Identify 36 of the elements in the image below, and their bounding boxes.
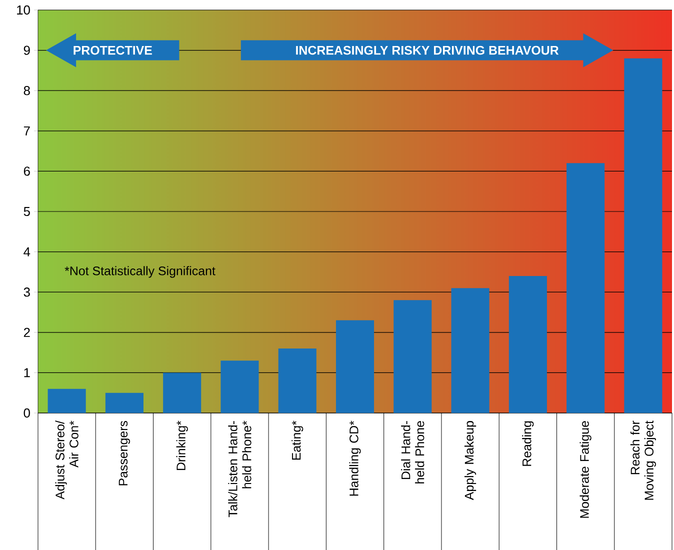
y-tick-label: 10 xyxy=(17,5,30,15)
x-tick-label: Handling CD* xyxy=(349,420,361,496)
y-tick-label: 6 xyxy=(24,166,30,176)
bar xyxy=(278,348,316,413)
bar xyxy=(566,163,605,413)
y-tick-label: 7 xyxy=(24,126,30,136)
y-tick-label: 8 xyxy=(24,86,30,96)
y-tick-label: 3 xyxy=(24,288,30,297)
bar xyxy=(163,372,202,413)
x-tick-label: Reach for Moving Object xyxy=(630,420,656,500)
annotation: *Not Statistically Significant xyxy=(64,266,216,278)
bar xyxy=(48,388,86,413)
x-tick-label: Moderate Fatigue xyxy=(580,421,592,518)
bar xyxy=(394,300,432,413)
bar xyxy=(220,360,259,413)
x-tick-label: Adjust Stereo/ Air Con* xyxy=(55,420,78,500)
annotation: PROTECTIVE xyxy=(74,46,152,55)
y-tick-label: 9 xyxy=(24,46,30,55)
y-tick-label: 2 xyxy=(24,328,30,337)
bar xyxy=(624,58,662,413)
y-tick-label: 0 xyxy=(24,408,30,418)
x-tick-label: Passengers xyxy=(118,420,130,486)
x-tick-label: Talk/Listen Hand-held Phone* xyxy=(228,420,252,518)
x-tick-label: Eating* xyxy=(292,420,304,460)
annotation: INCREASINGLY RISKY DRIVING BEHAVOUR xyxy=(296,46,559,55)
bar xyxy=(508,276,547,413)
y-tick-label: 5 xyxy=(24,206,30,216)
y-tick-label: 1 xyxy=(24,368,30,378)
x-tick-label: Reading xyxy=(522,421,534,466)
x-tick-label: Apply Makeup xyxy=(464,421,476,500)
x-tick-label: Drinking* xyxy=(176,420,188,470)
bar xyxy=(105,392,144,413)
bar xyxy=(451,288,490,413)
bar xyxy=(336,320,374,413)
x-tick-label: Dial Hand-held Phone xyxy=(401,421,424,484)
y-tick-label: 4 xyxy=(24,247,30,256)
